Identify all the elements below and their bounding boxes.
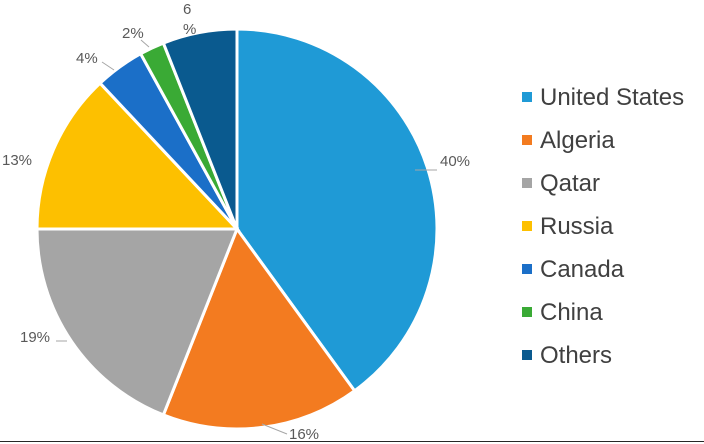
pie-slice-united-states [235, 27, 439, 393]
legend-swatch [522, 178, 532, 188]
legend-item-canada: Canada [522, 256, 625, 283]
legend-item-russia: Russia [522, 213, 614, 240]
legend-swatch [522, 92, 532, 102]
leader-line [140, 39, 150, 48]
legend-item-china: China [522, 299, 603, 326]
leader-line [101, 61, 115, 71]
legend-label: Russia [540, 213, 614, 240]
legend-label: Algeria [540, 127, 615, 154]
data-label-china: 2% [122, 25, 144, 42]
legend-label: United States [540, 84, 684, 111]
legend-label: Canada [540, 256, 625, 283]
legend-swatch [522, 307, 532, 317]
pie-slice-russia [35, 81, 241, 231]
pie-slice-qatar [35, 227, 240, 417]
legend-item-united-states: United States [522, 84, 684, 111]
leader-lines [56, 39, 437, 435]
leader-line [261, 423, 288, 435]
data-label-united-states: 40% [440, 153, 470, 170]
data-label-canada: 4% [76, 50, 98, 67]
data-label-algeria: 16% [289, 426, 319, 443]
pie-slices [35, 27, 439, 431]
data-label-russia: 13% [2, 152, 32, 169]
legend-item-others: Others [522, 342, 612, 369]
legend-label: Others [540, 342, 612, 369]
legend-label: China [540, 299, 603, 326]
legend-swatch [522, 221, 532, 231]
data-label-qatar: 19% [20, 329, 50, 346]
legend: United States Algeria Qatar Russia Canada Chi… [522, 84, 684, 369]
pie-slice-others [161, 27, 239, 230]
legend-swatch [522, 350, 532, 360]
legend-label: Qatar [540, 170, 600, 197]
legend-item-algeria: Algeria [522, 127, 615, 154]
legend-swatch [522, 264, 532, 274]
pie-slice-algeria [161, 225, 357, 431]
legend-swatch [522, 135, 532, 145]
data-label-others: 6% [183, 1, 196, 38]
data-labels: 40% 16% 19% 13% 4% 2% 6% [2, 1, 470, 443]
legend-item-qatar: Qatar [522, 170, 600, 197]
